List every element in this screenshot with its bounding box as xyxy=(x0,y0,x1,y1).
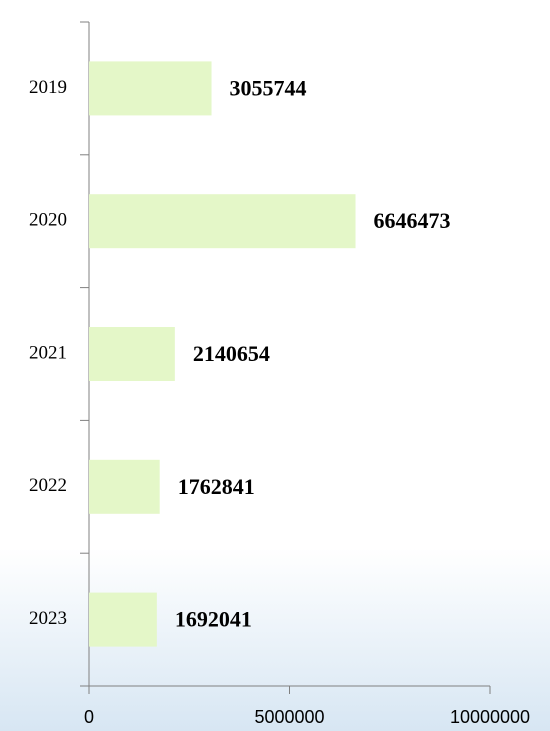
y-tick-label: 2019 xyxy=(29,77,67,98)
y-tick-label: 2021 xyxy=(29,342,67,363)
value-label: 6646473 xyxy=(374,208,451,233)
bar xyxy=(89,327,175,381)
x-tick-label: 5000000 xyxy=(254,707,324,727)
value-label: 1762841 xyxy=(178,474,255,499)
y-tick-label: 2020 xyxy=(29,210,67,231)
value-label: 1692041 xyxy=(175,607,252,632)
bar xyxy=(89,592,157,647)
bar xyxy=(89,459,160,514)
y-tick-label: 2022 xyxy=(29,475,67,496)
value-label: 2140654 xyxy=(193,341,270,366)
x-tick-label: 10000000 xyxy=(450,707,530,727)
bar xyxy=(89,61,212,116)
bar xyxy=(89,194,356,249)
x-tick-label: 0 xyxy=(84,707,94,727)
y-tick-label: 2023 xyxy=(29,608,67,629)
value-label: 3055744 xyxy=(230,75,307,100)
